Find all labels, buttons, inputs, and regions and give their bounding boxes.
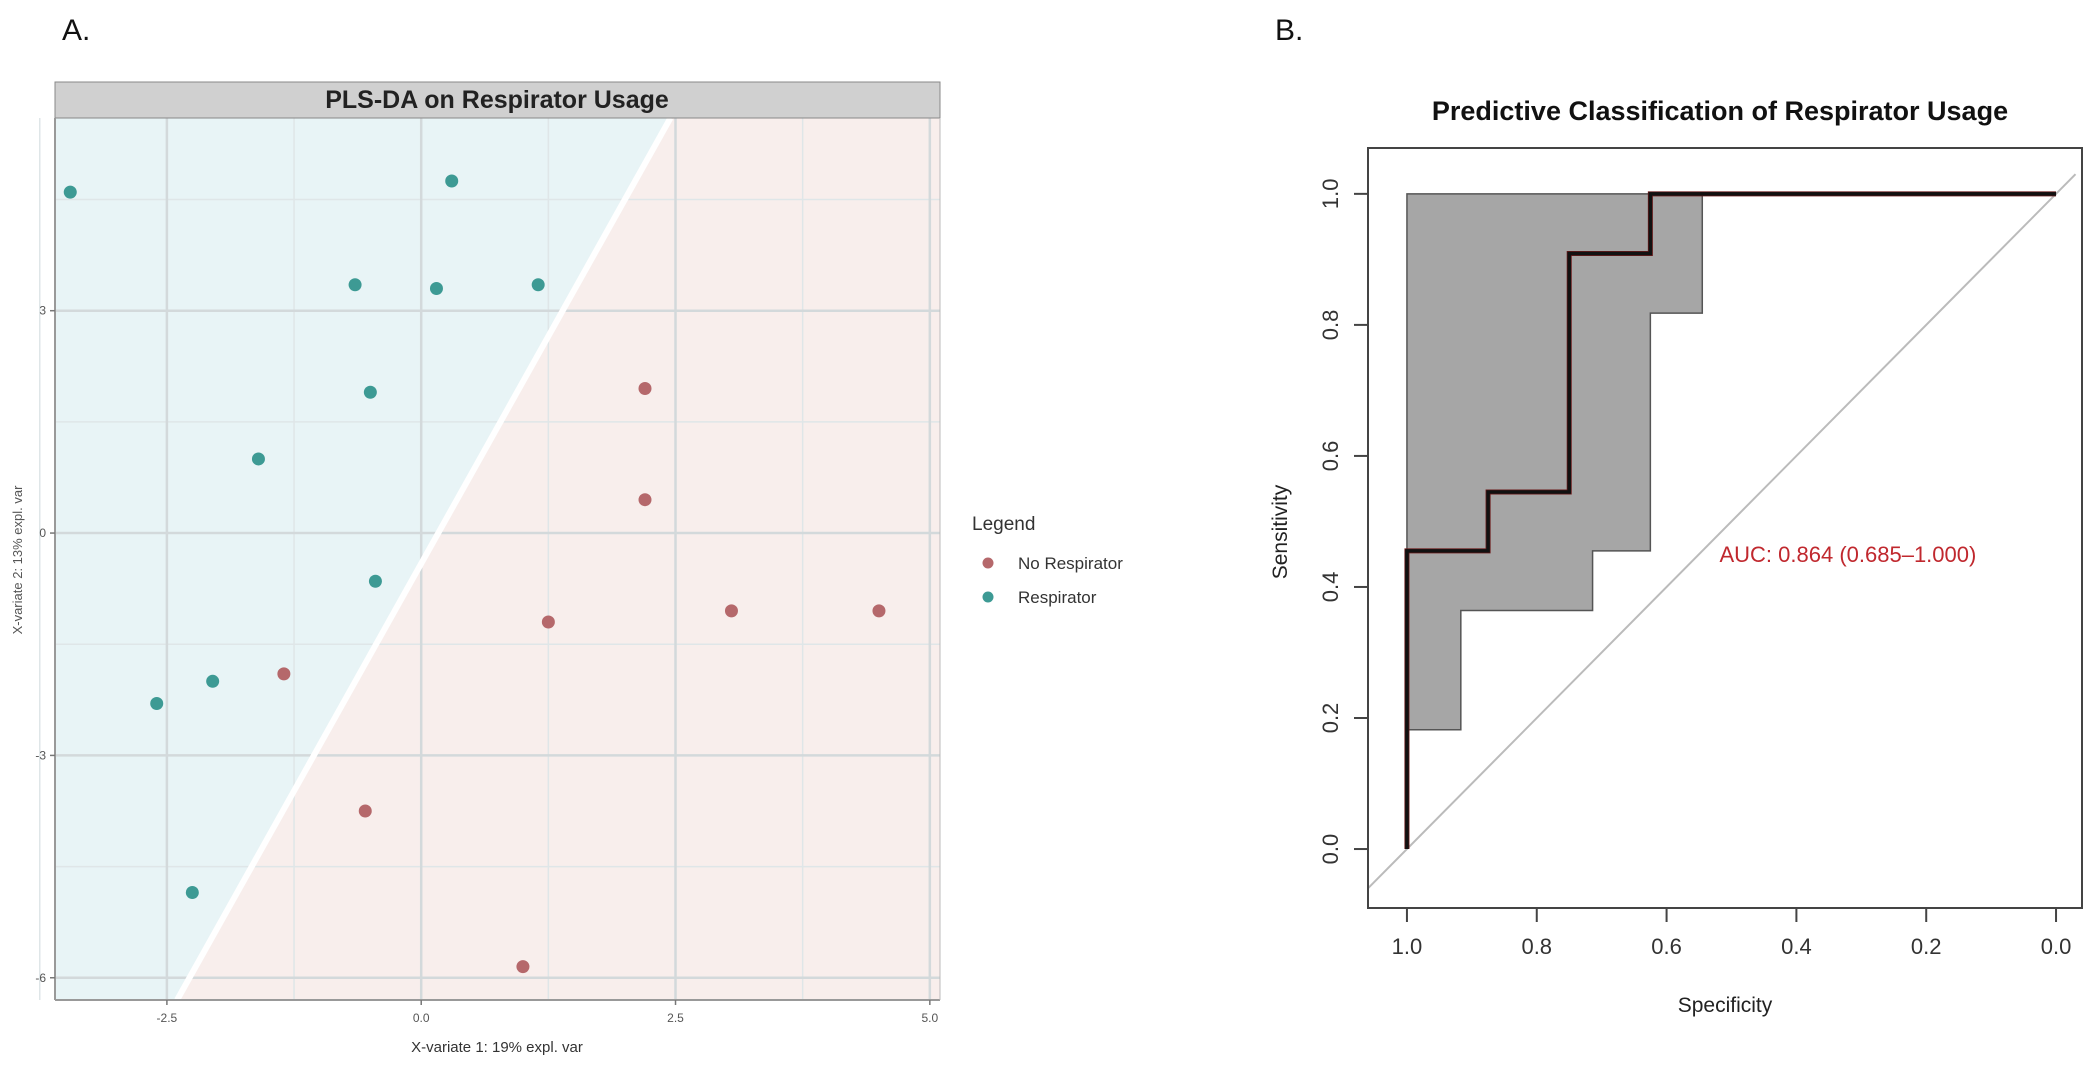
y-tick-label: -3 [35,748,46,762]
gridlines [38,116,940,1002]
point-respirator [368,574,382,588]
decision-boundary [174,116,674,1002]
y-tick-label: -6 [35,971,46,985]
point-respirator [363,385,377,399]
point-no-respirator [516,960,530,974]
region-respirator [55,118,671,1000]
point-no-respirator [541,615,555,629]
point-respirator [206,674,220,688]
legend: Legend No Respirator Respirator [972,514,1123,607]
point-no-respirator [358,804,372,818]
roc-curve-shadow [1404,191,2057,850]
x-tick-label: 1.0 [1392,934,1423,959]
x-tick-label: 0.0 [413,1011,430,1025]
legend-title: Legend [972,514,1035,535]
panel-b-label: B. [1275,14,1304,47]
x-tick-label: 0.6 [1651,934,1682,959]
axes: -2.5 0.0 2.5 5.0 -6 -3 0 3 [35,118,941,1025]
point-respirator [348,278,362,292]
legend-label-no-respirator: No Respirator [1018,554,1123,573]
chart-a-title: PLS-DA on Respirator Usage [325,86,669,114]
reference-line [1367,173,2077,890]
axes: 1.0 0.8 0.6 0.4 0.2 0.0 0.0 0.2 0.4 0.6 0.8 1.0 [1318,147,2083,959]
point-respirator [429,281,443,295]
x-tick-label: 0.0 [2041,934,2072,959]
background-regions [55,118,940,1000]
point-respirator [445,174,459,188]
auc-annotation: AUC: 0.864 (0.685–1.000) [1719,542,1976,567]
point-no-respirator [277,667,291,681]
chart-b-title: Predictive Classification of Respirator … [1432,96,2008,126]
legend-label-respirator: Respirator [1018,588,1097,607]
x-tick-label: 2.5 [667,1011,684,1025]
point-respirator [63,185,77,199]
x-axis-label: X-variate 1: 19% expl. var [411,1039,583,1056]
point-respirator [251,452,265,466]
point-no-respirator [872,604,886,618]
y-tick-label: 0.0 [1318,834,1343,865]
y-tick-label: 0.8 [1318,310,1343,341]
title-strip [54,81,941,119]
roc-curve-line [1405,192,2057,850]
y-tick-label: 0.2 [1318,703,1343,734]
scatter-points [63,174,886,974]
ci-band [1406,193,1704,850]
point-no-respirator [638,493,652,507]
y-tick-label: 1.0 [1318,179,1343,210]
legend-swatch-no-respirator [982,557,994,569]
point-respirator [531,278,545,292]
y-axis-label: X-variate 2: 13% expl. var [10,485,25,635]
y-tick-label: 3 [39,304,46,318]
y-tick-label: 0.4 [1318,572,1343,603]
x-tick-label: 0.8 [1521,934,1552,959]
point-no-respirator [724,604,738,618]
diagonal-reference-line [1367,173,2077,890]
x-axis-label: Specificity [1678,994,1773,1017]
point-respirator [185,886,199,900]
legend-swatch-respirator [982,591,994,603]
point-no-respirator [638,382,652,396]
y-tick-label: 0 [39,526,46,540]
y-tick-label: 0.6 [1318,441,1343,472]
x-tick-label: 0.2 [1911,934,1942,959]
ci-band-polygon [1406,193,1704,850]
point-respirator [150,697,164,711]
y-axis-label: Sensitivity [1269,484,1292,579]
x-tick-label: 5.0 [921,1011,938,1025]
pls-da-chart: PLS-DA on Respirator Usage -2.5 0.0 2.5 5.0… [10,81,1123,1056]
x-tick-label: -2.5 [157,1011,178,1025]
roc-curve [1404,191,2057,850]
plot-frame [1367,147,2083,909]
panel-a-label: A. [62,14,91,47]
x-tick-label: 0.4 [1781,934,1812,959]
